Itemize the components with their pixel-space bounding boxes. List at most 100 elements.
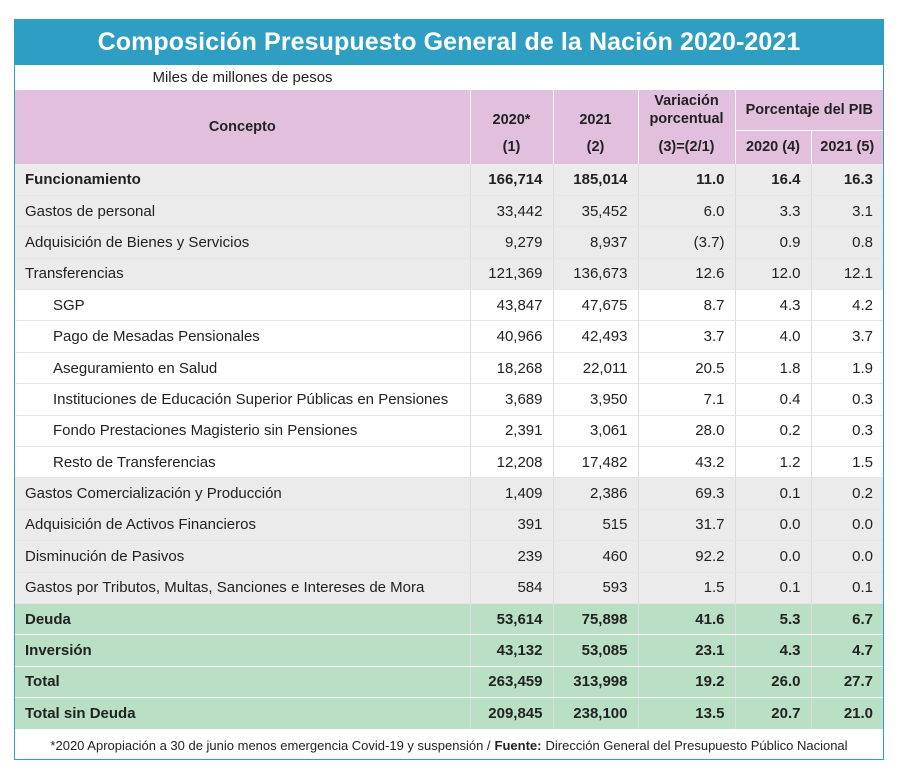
- header-pib-2020: 2020 (4): [734, 130, 811, 164]
- cell-pib-2020: 0.4: [734, 383, 811, 416]
- cell-2021: 75,898: [552, 603, 638, 636]
- cell-pib-2021: 0.3: [810, 415, 884, 448]
- cell-2021: 8,937: [552, 226, 638, 259]
- cell-variacion: (3.7): [637, 226, 735, 259]
- cell-pib-2021: 4.7: [810, 634, 884, 667]
- cell-pib-2021: 0.3: [810, 383, 884, 416]
- cell-concepto: Gastos de personal: [15, 195, 470, 228]
- cell-variacion: 13.5: [637, 697, 735, 730]
- cell-pib-2021: 3.1: [810, 195, 884, 228]
- table-row: Adquisición de Bienes y Servicios 9,279 8,…: [15, 226, 884, 259]
- cell-pib-2020: 12.0: [734, 258, 811, 291]
- cell-pib-2020: 0.9: [734, 226, 811, 259]
- cell-variacion: 12.6: [637, 258, 735, 291]
- cell-variacion: 11.0: [637, 164, 735, 196]
- cell-concepto: Adquisición de Activos Financieros: [15, 509, 470, 542]
- cell-pib-2021: 0.1: [810, 572, 884, 604]
- table-row: Gastos Comercialización y Producción 1,40…: [15, 477, 884, 510]
- cell-pib-2021: 27.7: [810, 666, 884, 699]
- cell-concepto: Disminución de Pasivos: [15, 540, 470, 573]
- cell-concepto: Resto de Transferencias: [15, 446, 470, 479]
- footnote-source: Dirección General del Presupuesto Públic…: [545, 737, 848, 753]
- cell-pib-2021: 0.8: [810, 226, 884, 259]
- cell-variacion: 1.5: [637, 572, 735, 604]
- cell-pib-2021: 3.7: [810, 320, 884, 353]
- cell-2020: 1,409: [469, 477, 553, 510]
- cell-concepto: Aseguramiento en Salud: [15, 352, 470, 385]
- cell-variacion: 23.1: [637, 634, 735, 667]
- cell-pib-2020: 16.4: [734, 164, 811, 196]
- cell-pib-2020: 0.2: [734, 415, 811, 448]
- table-row: Fondo Prestaciones Magisterio sin Pensio…: [15, 415, 884, 448]
- table-row: Total sin Deuda 209,845 238,100 13.5 20.7 21.…: [15, 697, 884, 730]
- cell-2021: 238,100: [552, 697, 638, 730]
- cell-pib-2021: 4.2: [810, 289, 884, 322]
- cell-pib-2020: 0.1: [734, 572, 811, 604]
- cell-variacion: 8.7: [637, 289, 735, 322]
- cell-pib-2020: 4.3: [734, 634, 811, 667]
- cell-2020: 40,966: [469, 320, 553, 353]
- cell-variacion: 3.7: [637, 320, 735, 353]
- cell-concepto: Gastos por Tributos, Multas, Sanciones e…: [15, 572, 470, 604]
- table-row: Resto de Transferencias 12,208 17,482 43.2 1…: [15, 446, 884, 479]
- table-body: Funcionamiento 166,714 185,014 11.0 16.4 16.3…: [15, 164, 884, 730]
- cell-2021: 35,452: [552, 195, 638, 228]
- header-variacion-sub: (3)=(2/1): [637, 130, 735, 164]
- cell-2021: 593: [552, 572, 638, 604]
- table-row: SGP 43,847 47,675 8.7 4.3 4.2: [15, 289, 884, 322]
- cell-concepto: Pago de Mesadas Pensionales: [15, 320, 470, 353]
- cell-variacion: 43.2: [637, 446, 735, 479]
- cell-2021: 17,482: [552, 446, 638, 479]
- cell-pib-2021: 16.3: [810, 164, 884, 196]
- cell-concepto: Inversión: [15, 634, 470, 667]
- cell-2021: 460: [552, 540, 638, 573]
- header-2021: 2021: [552, 90, 638, 130]
- header-2021-sub: (2): [552, 130, 638, 164]
- cell-pib-2020: 4.3: [734, 289, 811, 322]
- cell-concepto: Fondo Prestaciones Magisterio sin Pensio…: [15, 415, 470, 448]
- cell-pib-2020: 26.0: [734, 666, 811, 699]
- header-variacion: Variación porcentual: [637, 90, 735, 130]
- cell-variacion: 6.0: [637, 195, 735, 228]
- table-row: Pago de Mesadas Pensionales 40,966 42,493 3…: [15, 320, 884, 353]
- cell-2021: 313,998: [552, 666, 638, 699]
- cell-concepto: Total: [15, 666, 470, 699]
- table-row: Instituciones de Educación Superior Públ…: [15, 383, 884, 416]
- cell-2021: 515: [552, 509, 638, 542]
- header-row-bottom: (1) (2) (3)=(2/1) 2020 (4) 2021 (5): [15, 130, 884, 164]
- table-row: Deuda 53,614 75,898 41.6 5.3 6.7: [15, 603, 884, 636]
- cell-pib-2020: 1.8: [734, 352, 811, 385]
- cell-pib-2020: 3.3: [734, 195, 811, 228]
- cell-pib-2021: 1.9: [810, 352, 884, 385]
- cell-variacion: 19.2: [637, 666, 735, 699]
- table-row: Aseguramiento en Salud 18,268 22,011 20.5 1.…: [15, 352, 884, 385]
- footnote-note: *2020 Apropiación a 30 de junio menos em…: [50, 737, 491, 753]
- table-row: Adquisición de Activos Financieros 391 515…: [15, 509, 884, 542]
- cell-pib-2021: 6.7: [810, 603, 884, 636]
- table-row: Inversión 43,132 53,085 23.1 4.3 4.7: [15, 634, 884, 667]
- cell-concepto: Total sin Deuda: [15, 697, 470, 730]
- cell-variacion: 92.2: [637, 540, 735, 573]
- cell-2021: 3,061: [552, 415, 638, 448]
- cell-2020: 166,714: [469, 164, 553, 196]
- cell-pib-2021: 12.1: [810, 258, 884, 291]
- cell-variacion: 41.6: [637, 603, 735, 636]
- cell-2020: 53,614: [469, 603, 553, 636]
- cell-2020: 263,459: [469, 666, 553, 699]
- cell-variacion: 69.3: [637, 477, 735, 510]
- cell-pib-2020: 0.0: [734, 509, 811, 542]
- table-row: Transferencias 121,369 136,673 12.6 12.0 12.1: [15, 258, 884, 291]
- cell-concepto: Gastos Comercialización y Producción: [15, 477, 470, 510]
- header-row-top: Concepto 2020* 2021 Variación porcentual…: [15, 90, 884, 164]
- cell-2021: 53,085: [552, 634, 638, 667]
- cell-concepto: Funcionamiento: [15, 164, 470, 196]
- header-2020-sub: (1): [469, 130, 553, 164]
- cell-2021: 42,493: [552, 320, 638, 353]
- header-2020: 2020*: [469, 90, 553, 130]
- cell-pib-2020: 20.7: [734, 697, 811, 730]
- cell-2021: 3,950: [552, 383, 638, 416]
- footnote: *2020 Apropiación a 30 de junio menos em…: [15, 731, 883, 759]
- cell-2021: 47,675: [552, 289, 638, 322]
- cell-pib-2021: 21.0: [810, 697, 884, 730]
- cell-2021: 185,014: [552, 164, 638, 196]
